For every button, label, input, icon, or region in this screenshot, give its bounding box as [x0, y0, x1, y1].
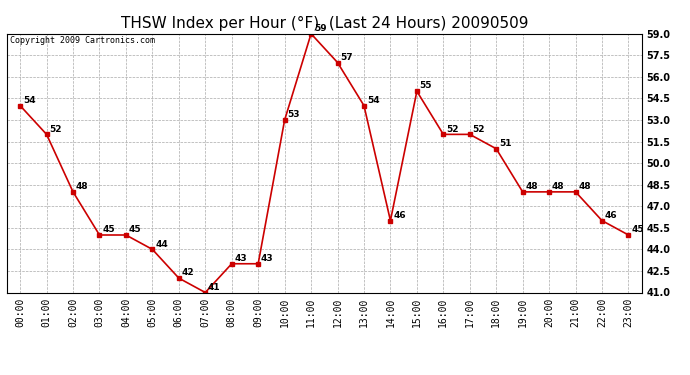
Text: 48: 48	[578, 182, 591, 191]
Text: 54: 54	[23, 96, 35, 105]
Text: 52: 52	[473, 124, 485, 134]
Text: 52: 52	[50, 124, 62, 134]
Text: 55: 55	[420, 81, 432, 90]
Text: 52: 52	[446, 124, 459, 134]
Text: Copyright 2009 Cartronics.com: Copyright 2009 Cartronics.com	[10, 36, 155, 45]
Text: 48: 48	[526, 182, 538, 191]
Text: 51: 51	[499, 139, 511, 148]
Text: 57: 57	[340, 53, 353, 62]
Text: 42: 42	[181, 268, 194, 278]
Text: 45: 45	[129, 225, 141, 234]
Text: 59: 59	[314, 24, 326, 33]
Text: 48: 48	[552, 182, 564, 191]
Text: 46: 46	[605, 211, 618, 220]
Text: 53: 53	[288, 110, 300, 119]
Text: 46: 46	[393, 211, 406, 220]
Text: 45: 45	[102, 225, 115, 234]
Text: 48: 48	[76, 182, 88, 191]
Text: 43: 43	[235, 254, 247, 263]
Text: 43: 43	[261, 254, 273, 263]
Title: THSW Index per Hour (°F)  (Last 24 Hours) 20090509: THSW Index per Hour (°F) (Last 24 Hours)…	[121, 16, 528, 31]
Text: 54: 54	[367, 96, 380, 105]
Text: 41: 41	[208, 283, 221, 292]
Text: 45: 45	[631, 225, 644, 234]
Text: 44: 44	[155, 240, 168, 249]
